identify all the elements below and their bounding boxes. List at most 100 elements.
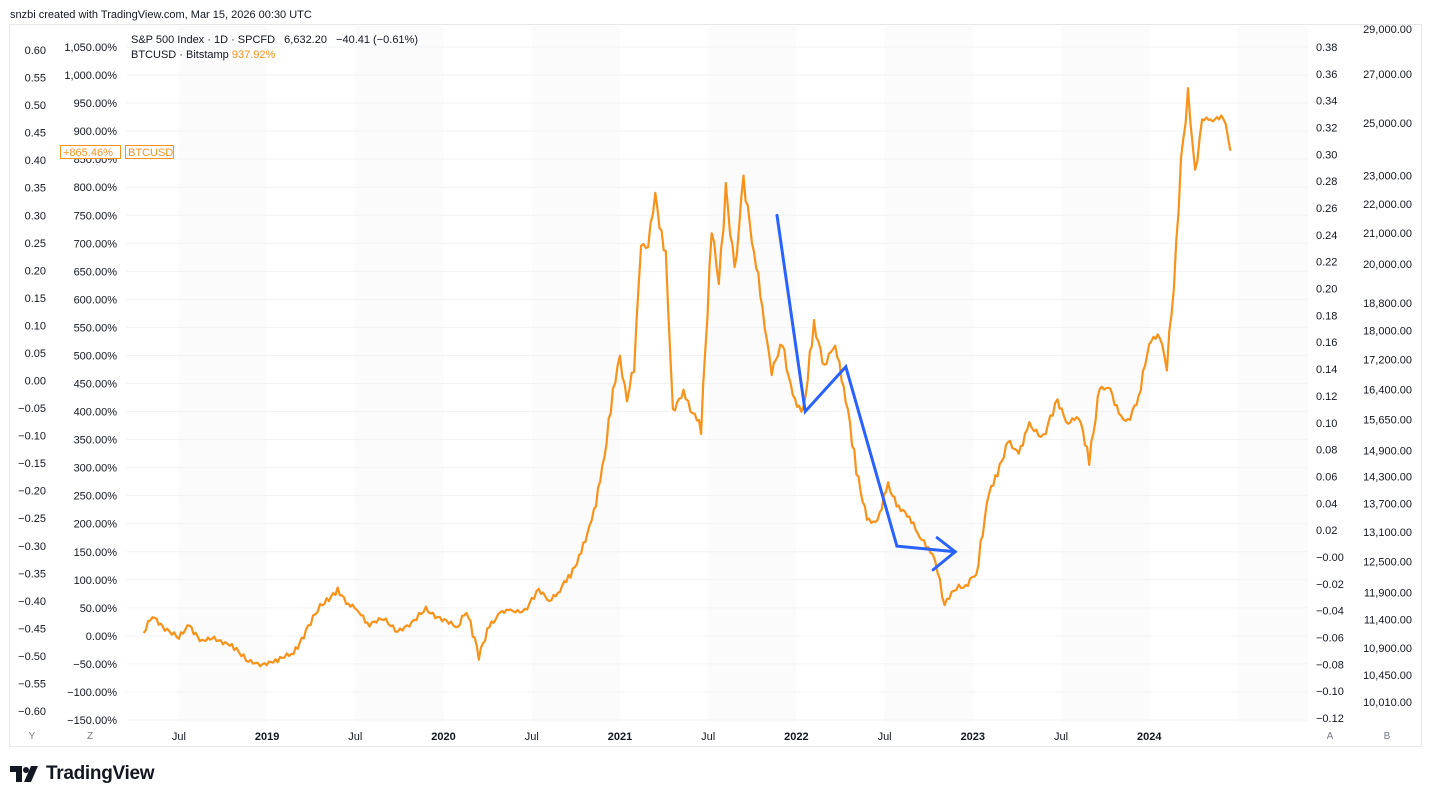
z-scale-button[interactable]: Z — [86, 731, 94, 742]
time-tick-label: Jul — [172, 731, 186, 743]
auto-scale-button[interactable]: A — [1326, 731, 1334, 742]
price-tick-label: 15,650.00 — [1363, 414, 1412, 426]
percent-tick-label: 300.00% — [74, 463, 118, 475]
percent-tick-label: 1,000.00% — [64, 70, 117, 82]
btc-symbol-tag: BTCUSD — [125, 145, 174, 159]
price-tick-label: 20,000.00 — [1363, 259, 1412, 271]
btc-series-line — [142, 87, 1232, 668]
y-scale-button[interactable]: Y — [28, 731, 36, 742]
time-tick-label: Jul — [348, 731, 362, 743]
time-band — [355, 26, 444, 722]
right-inner-tick-label: 0.36 — [1316, 69, 1337, 81]
far-left-tick-label: 0.00 — [25, 376, 46, 388]
time-tick-label: Jul — [701, 731, 715, 743]
legend-sp500-change: −40.41 (−0.61%) — [336, 34, 418, 46]
tradingview-logo-icon — [10, 766, 38, 782]
right-inner-tick-label: 0.08 — [1316, 445, 1337, 457]
annotation-arrow-head — [931, 536, 958, 572]
far-left-tick-label: 0.30 — [25, 210, 46, 222]
right-inner-tick-label: −0.08 — [1316, 659, 1344, 671]
far-left-tick-label: 0.45 — [25, 128, 46, 140]
price-tick-label: 22,000.00 — [1363, 199, 1412, 211]
right-inner-tick-label: 0.20 — [1316, 284, 1337, 296]
right-inner-axis: 0.38 0.36 0.34 0.32 0.30 0.28 0.26 0.24 0.22 0.20… — [1316, 42, 1344, 725]
price-tick-label: 13,700.00 — [1363, 498, 1412, 510]
far-left-tick-label: −0.35 — [18, 568, 46, 580]
price-tick-label: 10,010.00 — [1363, 697, 1412, 709]
price-tick-label: 13,100.00 — [1363, 527, 1412, 539]
right-inner-tick-label: −0.02 — [1316, 579, 1344, 591]
price-tick-label: 11,400.00 — [1364, 615, 1412, 627]
right-inner-tick-label: −0.10 — [1316, 686, 1344, 698]
time-tick-label: 2022 — [784, 731, 808, 743]
far-left-tick-label: 0.55 — [25, 73, 46, 85]
right-inner-tick-label: 0.30 — [1316, 149, 1337, 161]
time-axis: Jul 2019 Jul 2020 Jul 2021 Jul 2022 Jul 2023 Jul 20… — [172, 731, 1162, 743]
far-left-tick-label: −0.45 — [18, 623, 46, 635]
b-scale-button[interactable]: B — [1383, 731, 1391, 742]
right-inner-tick-label: 0.28 — [1316, 176, 1337, 188]
time-band — [178, 26, 268, 722]
tradingview-brand: TradingView — [46, 763, 155, 784]
percent-tick-label: 50.00% — [80, 603, 118, 615]
percent-tick-label: 0.00% — [86, 631, 117, 643]
price-tick-label: 10,450.00 — [1363, 670, 1412, 682]
far-left-tick-label: −0.10 — [18, 431, 46, 443]
tradingview-logo[interactable]: TradingView — [10, 763, 155, 785]
right-inner-tick-label: 0.14 — [1316, 364, 1337, 376]
percent-tick-label: 950.00% — [74, 98, 118, 110]
percent-tick-label: −50.00% — [73, 659, 117, 671]
price-tick-label: 14,900.00 — [1363, 445, 1412, 457]
right-inner-tick-label: 0.24 — [1316, 230, 1337, 242]
right-inner-tick-label: −0.06 — [1316, 632, 1344, 644]
far-left-tick-label: 0.35 — [25, 183, 46, 195]
time-tick-label: 2020 — [431, 731, 455, 743]
time-bands — [178, 26, 1308, 722]
price-tick-label: 17,200.00 — [1363, 355, 1412, 367]
far-left-tick-label: −0.40 — [18, 596, 46, 608]
far-left-tick-label: −0.30 — [18, 541, 46, 553]
time-tick-label: Jul — [525, 731, 539, 743]
time-tick-label: Jul — [1054, 731, 1068, 743]
percent-tick-label: 650.00% — [74, 266, 118, 278]
series-layer — [142, 87, 1232, 668]
time-band — [1061, 26, 1150, 722]
far-left-tick-label: 0.40 — [25, 155, 46, 167]
right-price-axis: 29,000.00 27,000.00 25,000.00 23,000.00 22,0… — [1363, 24, 1412, 709]
far-left-tick-label: 0.50 — [25, 100, 46, 112]
price-tick-label: 21,000.00 — [1363, 228, 1412, 240]
far-left-tick-label: −0.25 — [18, 513, 46, 525]
far-left-tick-label: −0.60 — [18, 706, 46, 718]
time-band — [884, 26, 973, 722]
price-tick-label: 10,900.00 — [1363, 643, 1412, 655]
btc-percent-tag: +865.46% — [60, 145, 121, 159]
right-inner-tick-label: 0.10 — [1316, 418, 1337, 430]
far-left-tick-label: −0.50 — [18, 651, 46, 663]
price-tick-label: 23,000.00 — [1363, 171, 1412, 183]
percent-tick-label: 100.00% — [74, 575, 118, 587]
time-tick-label: 2019 — [255, 731, 279, 743]
legend-btc-value: 937.92% — [231, 49, 276, 61]
percent-tick-label: 1,050.00% — [64, 42, 117, 54]
time-band — [531, 26, 620, 722]
far-left-tick-label: −0.55 — [18, 678, 46, 690]
legend-btc-label[interactable]: BTCUSD · Bitstamp — [131, 49, 229, 61]
far-left-tick-label: 0.25 — [25, 238, 46, 250]
grid-lines — [126, 46, 1308, 721]
price-tick-label: 14,300.00 — [1363, 471, 1412, 483]
right-inner-tick-label: 0.06 — [1316, 471, 1337, 483]
price-tick-label: 18,000.00 — [1363, 326, 1412, 338]
far-left-tick-label: −0.20 — [18, 486, 46, 498]
percent-tick-label: 600.00% — [74, 294, 118, 306]
legend: S&P 500 Index · 1D · SPCFD 6,632.20 −40.… — [131, 33, 418, 63]
right-inner-tick-label: 0.16 — [1316, 337, 1337, 349]
annotation-arrow-line — [775, 213, 957, 554]
price-tick-label: 27,000.00 — [1363, 69, 1412, 81]
legend-sp500-label[interactable]: S&P 500 Index · 1D · SPCFD — [131, 34, 276, 46]
far-left-tick-label: 0.10 — [25, 320, 46, 332]
price-tick-label: 25,000.00 — [1363, 118, 1412, 130]
time-tick-label: Jul — [878, 731, 892, 743]
price-tick-label: 16,400.00 — [1363, 385, 1412, 397]
right-inner-tick-label: 0.38 — [1316, 42, 1337, 54]
